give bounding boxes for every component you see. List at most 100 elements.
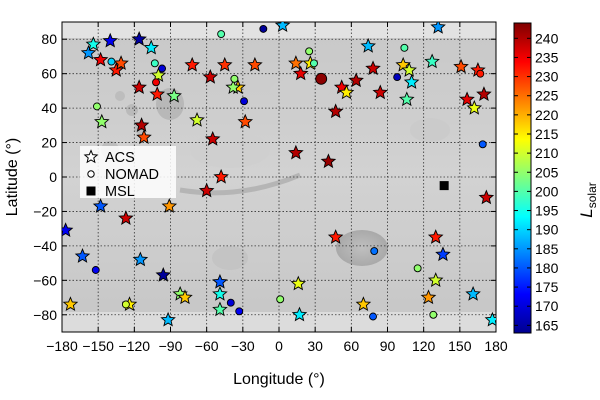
colorbar-label-main: L bbox=[577, 208, 596, 217]
acs-point bbox=[212, 301, 228, 317]
acs-point bbox=[213, 168, 229, 184]
acs-point bbox=[150, 67, 167, 82]
colorbar-tick-label: 220 bbox=[535, 107, 559, 123]
acs-point bbox=[113, 55, 129, 70]
legend-label: ACS bbox=[105, 150, 135, 166]
colorbar-tick-label: 190 bbox=[535, 222, 559, 238]
nomad-point bbox=[217, 30, 226, 39]
colorbar-tick-label: 230 bbox=[535, 69, 559, 85]
colorbar-tick-label: 185 bbox=[535, 241, 559, 257]
x-tick-label: 90 bbox=[380, 338, 396, 354]
acs-point bbox=[453, 58, 469, 74]
acs-point bbox=[420, 289, 437, 305]
acs-point bbox=[161, 198, 178, 213]
nomad-point bbox=[93, 102, 101, 111]
colorbar-tick-label: 210 bbox=[535, 145, 559, 161]
acs-point bbox=[212, 285, 228, 301]
acs-point bbox=[118, 210, 134, 225]
legend-label: MSL bbox=[105, 184, 135, 200]
acs-point bbox=[155, 266, 172, 282]
acs-point bbox=[274, 22, 291, 33]
acs-point bbox=[133, 117, 150, 132]
acs-point bbox=[92, 198, 109, 213]
acs-point bbox=[143, 39, 159, 55]
colorbar-tick-label: 200 bbox=[535, 183, 559, 199]
y-tick-label: 20 bbox=[41, 135, 57, 151]
acs-point bbox=[327, 103, 344, 119]
acs-point bbox=[427, 272, 444, 287]
nomad-point bbox=[107, 57, 116, 66]
acs-point bbox=[92, 51, 109, 67]
acs-point bbox=[225, 79, 241, 95]
acs-point bbox=[202, 68, 219, 84]
nomad-point bbox=[476, 69, 485, 78]
acs-point bbox=[62, 222, 74, 237]
nomad-point bbox=[370, 247, 379, 256]
acs-point bbox=[132, 251, 149, 267]
colorbar-gradient bbox=[513, 22, 532, 334]
acs-point bbox=[365, 60, 381, 76]
acs-point bbox=[212, 273, 228, 289]
acs-point bbox=[290, 275, 307, 291]
acs-point bbox=[427, 229, 444, 244]
y-tick-label: −60 bbox=[33, 272, 57, 288]
x-tick-label: 150 bbox=[448, 338, 472, 354]
acs-point bbox=[108, 62, 125, 77]
nomad-point bbox=[369, 312, 377, 321]
data-points bbox=[62, 22, 496, 327]
x-tick-label: 180 bbox=[484, 338, 508, 354]
y-tick-label: 80 bbox=[41, 31, 57, 47]
legend-square-icon bbox=[86, 186, 96, 196]
acs-point bbox=[292, 65, 309, 81]
acs-point bbox=[478, 189, 495, 205]
acs-point bbox=[403, 74, 420, 89]
acs-point bbox=[131, 79, 147, 95]
acs-point bbox=[459, 91, 475, 107]
acs-point bbox=[430, 22, 446, 34]
x-tick-label: −90 bbox=[159, 338, 183, 354]
acs-point bbox=[327, 229, 344, 244]
nomad-point bbox=[230, 74, 239, 83]
acs-point bbox=[401, 62, 417, 77]
x-tick-label: −150 bbox=[82, 338, 114, 354]
colorbar-label: Lsolar bbox=[577, 182, 599, 217]
acs-point bbox=[466, 99, 483, 115]
y-tick-label: −20 bbox=[33, 203, 57, 219]
nomad-point bbox=[240, 97, 248, 106]
colorbar-tick-label: 175 bbox=[535, 279, 559, 295]
nomad-point bbox=[226, 298, 235, 307]
acs-point bbox=[94, 113, 110, 129]
nomad-point bbox=[393, 73, 402, 82]
x-axis-label: Longitude (°) bbox=[233, 371, 325, 388]
acs-point bbox=[320, 153, 337, 169]
acs-point bbox=[355, 296, 372, 312]
acs-point bbox=[102, 32, 118, 48]
acs-point bbox=[204, 130, 221, 146]
colorbar-tick-label: 225 bbox=[535, 88, 559, 104]
acs-point bbox=[62, 296, 79, 312]
nomad-point bbox=[413, 264, 422, 273]
nomad-point bbox=[315, 72, 328, 85]
acs-point bbox=[372, 84, 389, 100]
acs-point bbox=[80, 44, 97, 60]
y-axis-label: Latitude (°) bbox=[4, 138, 21, 216]
acs-point bbox=[149, 86, 166, 101]
legend-circle-icon bbox=[87, 170, 95, 178]
x-tick-label: −120 bbox=[119, 338, 151, 354]
acs-point bbox=[177, 289, 193, 305]
x-tick-label: −60 bbox=[195, 338, 219, 354]
acs-point bbox=[348, 72, 364, 88]
acs-point bbox=[184, 56, 200, 72]
nomad-point bbox=[310, 59, 318, 68]
acs-point bbox=[484, 311, 496, 327]
colorbar-label-sub: solar bbox=[585, 182, 599, 208]
colorbar-tick-label: 170 bbox=[535, 298, 559, 314]
colorbar-tick-label: 205 bbox=[535, 164, 559, 180]
acs-point bbox=[74, 248, 91, 263]
x-tick-label: −180 bbox=[46, 338, 78, 354]
nomad-point bbox=[429, 310, 438, 319]
acs-point bbox=[435, 246, 451, 262]
nomad-point bbox=[121, 300, 130, 309]
